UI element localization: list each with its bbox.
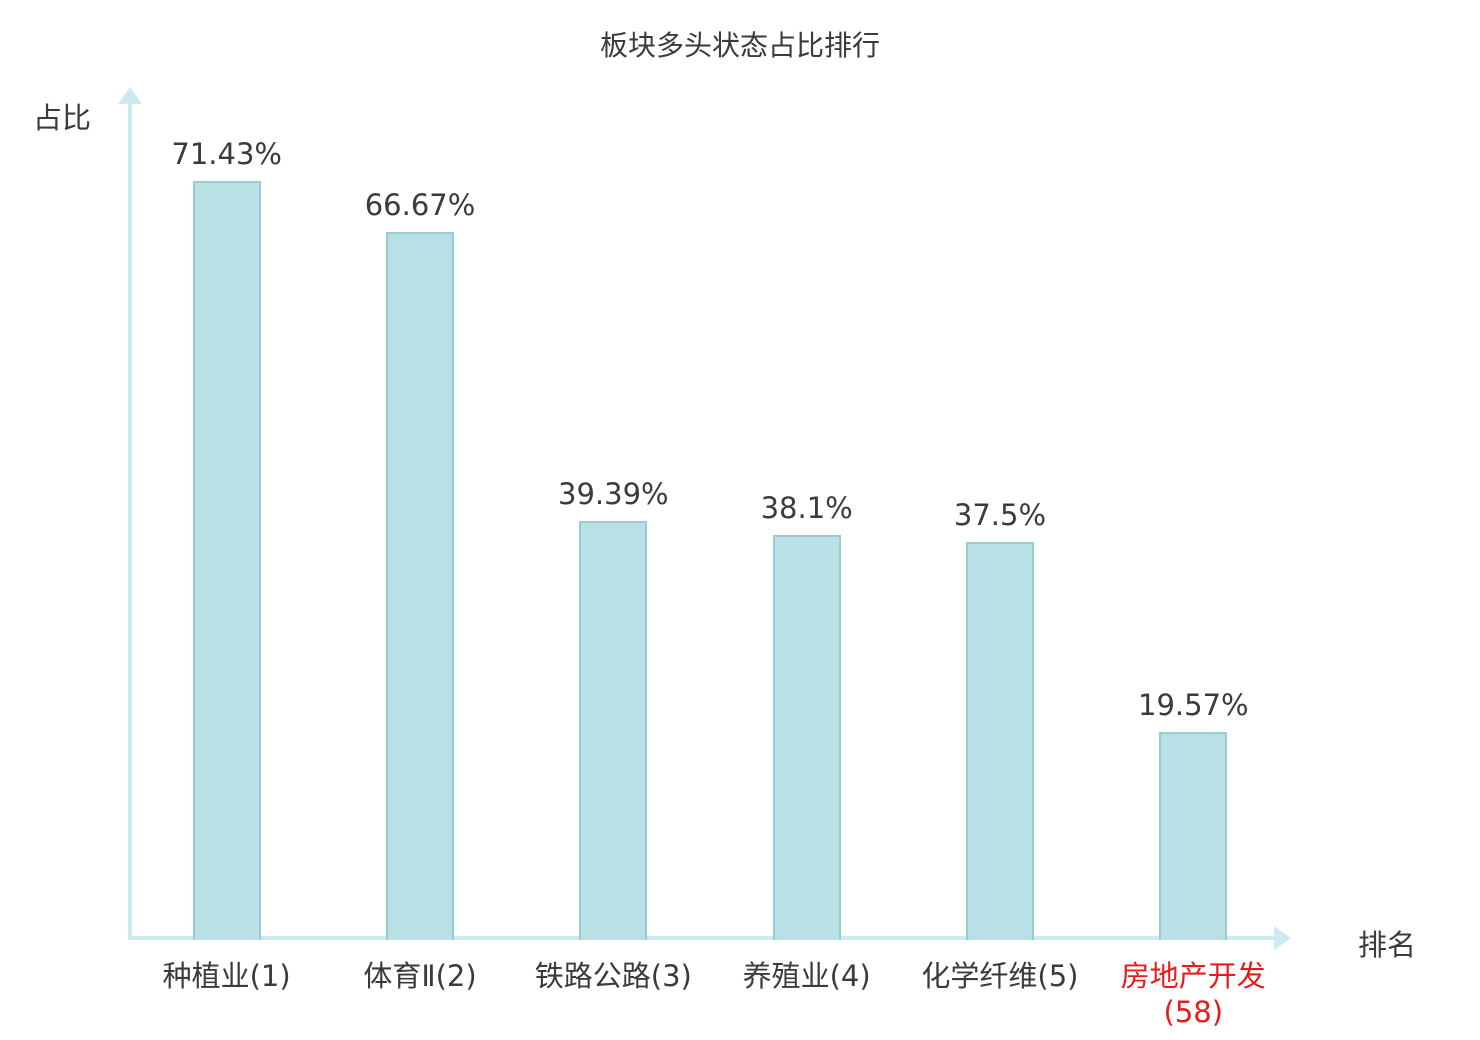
category-label: 养殖业(4) (742, 959, 871, 993)
bar (772, 535, 841, 940)
bar (385, 231, 454, 940)
y-axis-arrow-icon (118, 87, 142, 104)
bar-value-label: 38.1% (760, 491, 853, 526)
bar-slot: 39.39% (517, 90, 710, 940)
category-label: 种植业(1) (162, 959, 291, 993)
bar-slot: 38.1% (710, 90, 903, 940)
plot-area: 71.43% 66.67% 39.39% 38.1% 37.5% 19.57% (130, 90, 1290, 940)
y-axis-line (118, 87, 142, 940)
bar-slot: 66.67% (323, 90, 516, 940)
bar-value-label: 37.5% (953, 497, 1047, 532)
bar (192, 181, 261, 940)
bar (965, 541, 1034, 940)
chart-title: 板块多头状态占比排行 (599, 29, 880, 62)
category-label: 房地产开发(58) (1120, 959, 1266, 1030)
category-label: 铁路公路(3) (534, 959, 692, 993)
x-axis-label: 排名 (1358, 928, 1417, 962)
bar-value-label: 39.39% (558, 477, 669, 512)
y-axis-label: 占比 (33, 101, 92, 135)
bar-value-label: 71.43% (171, 137, 282, 172)
bar-slot: 37.5% (903, 90, 1096, 940)
bar-slot: 71.43% (130, 90, 323, 940)
bar (1159, 732, 1228, 940)
category-label: 体育Ⅱ(2) (363, 959, 477, 993)
x-axis-line (130, 926, 1291, 950)
bar-value-label: 66.67% (364, 187, 476, 222)
x-axis-arrow-icon (1274, 926, 1291, 950)
category-axis: 种植业(1) 体育Ⅱ(2) 铁路公路(3) 养殖业(4) 化学纤维(5) 房地产开发(58… (130, 958, 1290, 1031)
bar-value-label: 19.57% (1138, 688, 1249, 723)
bar (579, 521, 648, 940)
bar-slot: 19.57% (1097, 90, 1290, 940)
category-label: 化学纤维(5) (921, 959, 1079, 993)
